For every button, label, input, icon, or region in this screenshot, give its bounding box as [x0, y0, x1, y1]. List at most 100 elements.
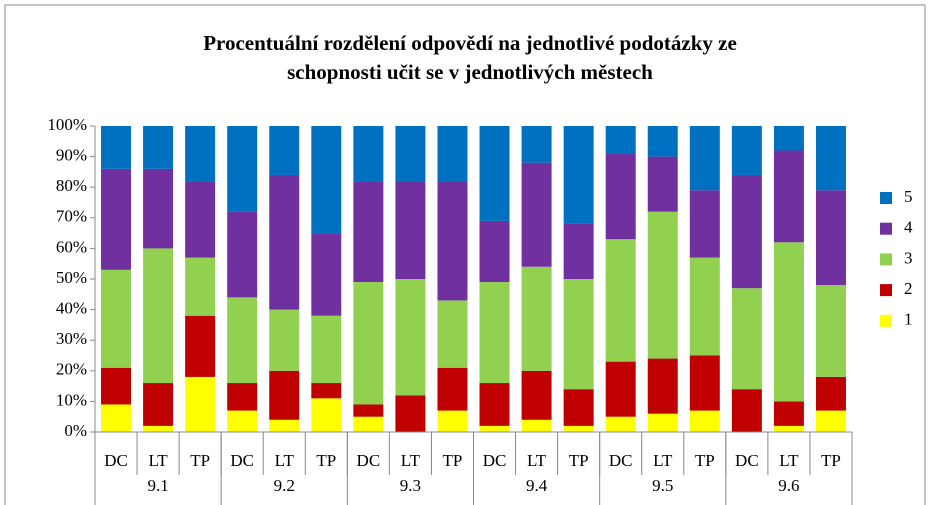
- bar-segment: [647, 358, 678, 414]
- bar-segment: [605, 239, 636, 362]
- bar-segment: [731, 174, 762, 289]
- x-tick-label: DC: [609, 451, 633, 470]
- bar-segment: [353, 416, 384, 432]
- bar-segment: [479, 282, 510, 384]
- bar-segment: [395, 395, 426, 432]
- bar-segment: [479, 425, 510, 432]
- bar-segment: [437, 300, 468, 368]
- bar-segment: [521, 266, 552, 371]
- bar-segment: [563, 425, 594, 432]
- bar-segment: [647, 126, 678, 157]
- group-label: 9.5: [652, 476, 673, 495]
- bar-segment: [143, 126, 174, 169]
- group-label: 9.2: [274, 476, 295, 495]
- bar-segment: [395, 181, 426, 279]
- bar-segment: [815, 376, 846, 411]
- bar-segment: [143, 425, 174, 432]
- bar-segment: [605, 361, 636, 417]
- y-tick-label: 70%: [56, 207, 87, 226]
- bar-segment: [101, 404, 132, 432]
- bar-segment: [101, 367, 132, 405]
- x-tick-label: LT: [779, 451, 799, 470]
- bar-segment: [521, 162, 552, 267]
- bar-segment: [563, 389, 594, 426]
- bar-segment: [269, 174, 300, 310]
- bar-segment: [773, 242, 804, 402]
- bar-segment: [185, 126, 216, 182]
- bar-segment: [479, 220, 510, 283]
- bar-segment: [227, 297, 258, 384]
- x-tick-label: DC: [357, 451, 381, 470]
- bar-segment: [563, 223, 594, 279]
- legend-swatch: [880, 192, 892, 204]
- bar-segment: [185, 376, 216, 432]
- bar-segment: [269, 370, 300, 420]
- legend-label: 5: [904, 187, 913, 206]
- bar-segment: [773, 126, 804, 151]
- bar-segment: [353, 282, 384, 405]
- bar-segment: [773, 401, 804, 426]
- bar-segment: [227, 410, 258, 432]
- bar-segment: [605, 126, 636, 154]
- bar-segment: [437, 410, 468, 432]
- y-tick-label: 40%: [56, 299, 87, 318]
- legend-swatch: [880, 284, 892, 297]
- bar-segment: [773, 425, 804, 432]
- x-tick-label: DC: [483, 451, 507, 470]
- y-tick-label: 20%: [56, 360, 87, 379]
- x-tick-label: TP: [695, 451, 715, 470]
- bar-segment: [311, 233, 342, 316]
- bar-segment: [185, 257, 216, 316]
- y-tick-label: 0%: [64, 421, 87, 440]
- x-tick-label: DC: [230, 451, 254, 470]
- legend-swatch: [880, 253, 892, 266]
- bar-segment: [647, 413, 678, 432]
- x-tick-label: LT: [401, 451, 421, 470]
- bar-segment: [143, 248, 174, 384]
- bar-segment: [269, 419, 300, 432]
- bar-segment: [689, 410, 720, 432]
- x-tick-label: LT: [275, 451, 295, 470]
- bar-segment: [143, 383, 174, 426]
- bar-segment: [185, 315, 216, 377]
- bar-segment: [101, 269, 132, 368]
- bar-segment: [143, 168, 174, 249]
- bar-segment: [731, 126, 762, 175]
- bar-segment: [395, 126, 426, 182]
- bar-segment: [353, 181, 384, 283]
- bar-segment: [815, 190, 846, 286]
- chart-title: Procentuální rozdělení odpovědí na jedno…: [203, 31, 737, 55]
- group-label: 9.1: [147, 476, 168, 495]
- y-tick-label: 30%: [56, 329, 87, 348]
- bar-segment: [647, 211, 678, 359]
- x-tick-label: TP: [443, 451, 463, 470]
- y-tick-label: 10%: [56, 390, 87, 409]
- bar-segment: [563, 126, 594, 224]
- x-tick-label: TP: [316, 451, 336, 470]
- y-tick-label: 100%: [47, 115, 87, 134]
- bar-segment: [101, 168, 132, 270]
- bar-segment: [815, 285, 846, 377]
- bar-segment: [731, 389, 762, 432]
- bar-segment: [521, 126, 552, 163]
- legend-label: 3: [904, 248, 913, 267]
- bar-segment: [647, 156, 678, 212]
- legend-swatch: [880, 314, 892, 327]
- bar-segment: [815, 126, 846, 191]
- group-label: 9.3: [400, 476, 421, 495]
- bar-segment: [311, 398, 342, 432]
- x-tick-label: LT: [653, 451, 673, 470]
- bar-segment: [227, 211, 258, 298]
- bar-segment: [437, 367, 468, 411]
- legend-label: 2: [904, 279, 913, 298]
- bar-segment: [689, 257, 720, 356]
- x-tick-label: TP: [569, 451, 589, 470]
- bar-segment: [311, 315, 342, 384]
- bar-segment: [605, 153, 636, 240]
- bar-segment: [689, 190, 720, 258]
- bar-segment: [479, 126, 510, 221]
- x-tick-label: LT: [527, 451, 547, 470]
- bar-segment: [689, 355, 720, 411]
- group-label: 9.4: [526, 476, 548, 495]
